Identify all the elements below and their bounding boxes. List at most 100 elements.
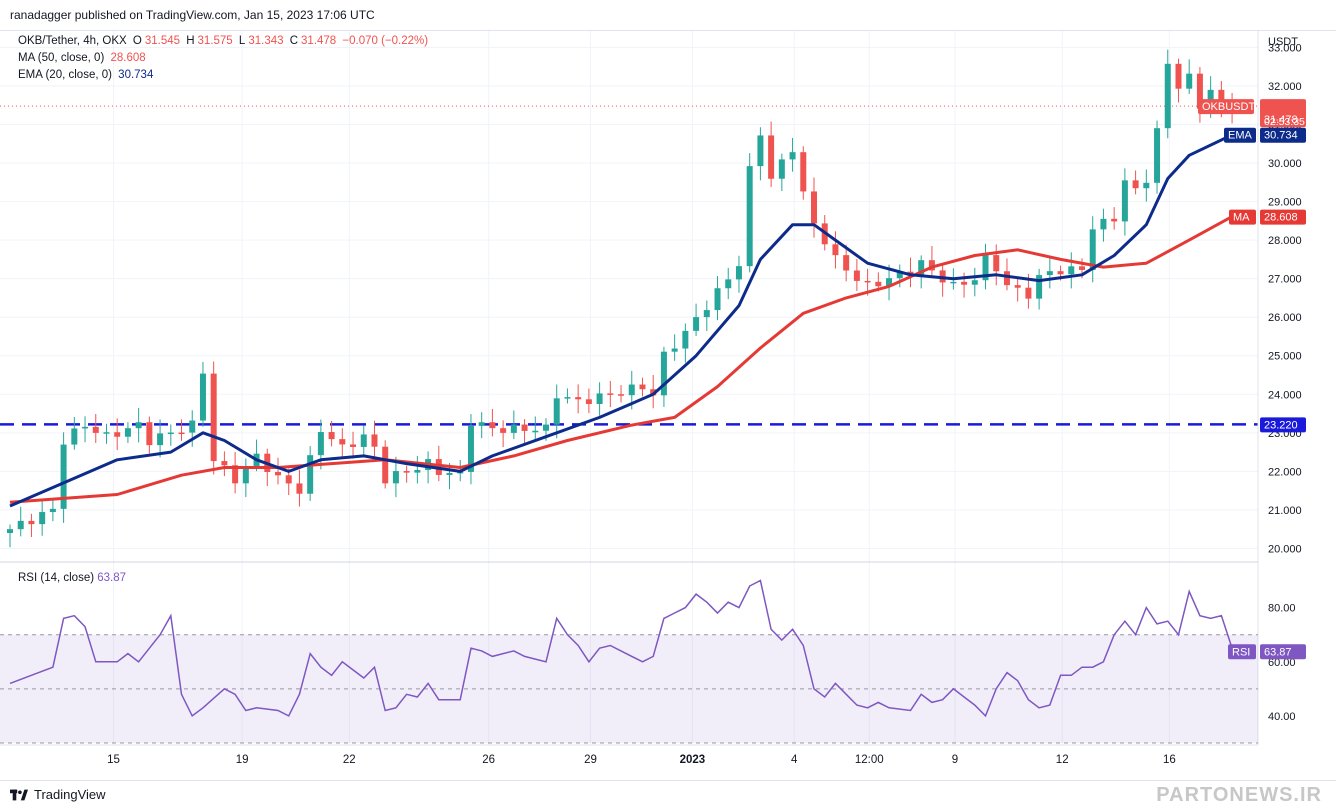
candle-body	[49, 508, 56, 513]
candle-body	[103, 432, 110, 434]
price-countdown: 02:53:35	[1264, 116, 1305, 128]
price-symbol-tag-text: OKBUSDT	[1202, 101, 1255, 113]
price-tick-label: 33.000	[1268, 42, 1302, 54]
candle-body	[124, 428, 131, 437]
candle-body	[446, 473, 453, 475]
candle-body	[210, 373, 217, 462]
candle-body	[735, 266, 742, 280]
candle-body	[575, 397, 582, 400]
candle-body	[1143, 182, 1150, 189]
rsi-legend-value: 63.87	[97, 572, 127, 584]
candle-body	[703, 310, 710, 318]
candle-body	[317, 432, 324, 456]
candle-body	[928, 260, 935, 271]
candle-body	[961, 281, 968, 285]
candle-body	[950, 281, 957, 284]
candle-body	[414, 469, 421, 473]
candle-body	[82, 426, 89, 429]
tradingview-logo[interactable]: TradingView	[10, 787, 106, 802]
ema-value-tag-box	[1260, 127, 1306, 143]
ema-legend[interactable]: EMA (20, close, 0) 30.734	[18, 69, 156, 81]
candle-body	[17, 520, 24, 530]
candlesticks	[7, 49, 1236, 548]
candle-body	[7, 529, 13, 534]
candle-body	[71, 428, 78, 445]
rsi-line	[9, 579, 1254, 718]
change-value: −0.070 (−0.22%)	[342, 35, 429, 47]
low-label: L	[238, 35, 246, 47]
candle-body	[467, 425, 474, 472]
tradingview-logo-text: TradingView	[34, 787, 106, 802]
candle-body	[1132, 180, 1139, 189]
candle-body	[28, 520, 35, 525]
candle-body	[178, 432, 185, 435]
candle-body	[510, 424, 517, 433]
candle-body	[671, 348, 678, 352]
rsi-value-tag-text: 63.87	[1264, 646, 1292, 658]
rsi-value-tag-box	[1260, 644, 1306, 660]
ma-value-tag-text: 28.608	[1264, 212, 1298, 224]
rsi-pane	[0, 579, 1258, 744]
candle-body	[628, 384, 635, 396]
time-tick-label: 9	[952, 754, 958, 766]
candle-body	[993, 255, 1000, 272]
price-tick-label: 30.000	[1268, 158, 1302, 170]
candle-body	[478, 422, 485, 426]
candle-body	[639, 384, 646, 390]
close-value: 31.478	[301, 35, 337, 47]
candle-body	[371, 434, 378, 447]
candle-body	[328, 432, 335, 440]
rsi-tick-label: 40.00	[1268, 711, 1296, 723]
candle-body	[789, 152, 796, 160]
price-tick-label: 20.000	[1268, 543, 1302, 555]
candle-body	[982, 255, 989, 281]
price-tick-label: 28.000	[1268, 235, 1302, 247]
candle-body	[296, 483, 303, 494]
candle-body	[199, 373, 206, 421]
time-tick-label: 29	[584, 754, 597, 766]
candle-body	[92, 426, 99, 433]
candle-body	[489, 422, 496, 429]
high-label: H	[186, 35, 195, 47]
support-value-tag-text: 23.220	[1264, 419, 1298, 431]
candle-body	[1196, 73, 1203, 109]
candle-body	[596, 393, 603, 405]
candle-body	[843, 255, 850, 271]
candle-body	[275, 472, 281, 476]
price-tick-label: 29.000	[1268, 197, 1302, 209]
candle-body	[832, 244, 839, 256]
rsi-legend-label: RSI (14, close)	[18, 572, 95, 584]
candle-body	[360, 434, 367, 447]
symbol-name: OKB/Tether, 4h, OKX	[18, 35, 127, 47]
candle-body	[114, 432, 121, 437]
time-tick-label: 4	[791, 754, 798, 766]
ema-20-line	[9, 133, 1233, 508]
price-tick-label: 27.000	[1268, 274, 1302, 286]
rsi-legend[interactable]: RSI (14, close) 63.87	[18, 572, 126, 584]
candle-body	[521, 424, 528, 431]
time-tick-label: 19	[236, 754, 249, 766]
published-info: ranadagger published on TradingView.com,…	[10, 8, 375, 22]
candle-body	[1036, 275, 1043, 299]
close-label: C	[289, 35, 299, 47]
price-tick-label: 25.000	[1268, 351, 1302, 363]
candle-body	[1057, 271, 1064, 275]
candle-body	[725, 279, 732, 289]
ema-legend-value: 30.734	[118, 69, 154, 81]
candle-body	[1046, 271, 1053, 276]
candle-body	[585, 399, 592, 405]
symbol-legend[interactable]: OKB/Tether, 4h, OKX O 31.545 H 31.575 L 31.…	[18, 35, 431, 47]
ema-name-tag-text: EMA	[1228, 130, 1253, 142]
candle-body	[918, 260, 925, 276]
candle-body	[886, 278, 893, 287]
candle-body	[768, 135, 775, 179]
candle-body	[811, 191, 817, 224]
time-tick-label: 12:00	[855, 754, 884, 766]
candle-body	[693, 317, 700, 331]
ma-legend[interactable]: MA (50, close, 0) 28.608	[18, 52, 149, 64]
candle-body	[650, 389, 657, 396]
candle-body	[896, 271, 903, 279]
candle-body	[607, 393, 614, 395]
price-symbol-tag-box	[1198, 99, 1254, 115]
